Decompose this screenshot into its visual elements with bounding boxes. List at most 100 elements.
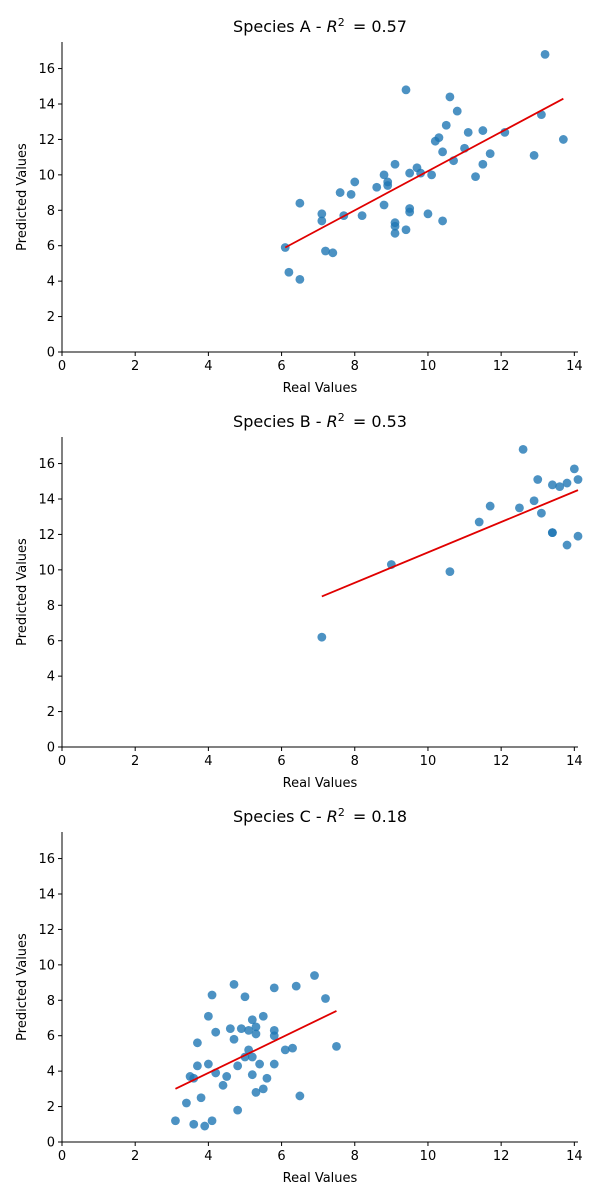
y-tick-label: 2: [47, 705, 55, 720]
data-point: [427, 170, 437, 180]
data-point: [558, 135, 568, 144]
y-tick-label: 8: [47, 204, 55, 219]
data-point: [438, 216, 447, 226]
r2-exponent: 2: [338, 16, 345, 29]
data-point: [452, 106, 462, 116]
x-tick-label: 6: [277, 754, 285, 769]
subplot-2: Species B - R2 = 0.530 2 4 6 8 10 12 1402468101…: [15, 411, 583, 792]
y-tick-label: 4: [47, 275, 55, 290]
data-point: [562, 540, 572, 550]
y-tick-label: 2: [47, 1100, 55, 1115]
data-point: [405, 168, 415, 178]
data-point: [258, 1084, 268, 1094]
y-tick-label: 6: [47, 1029, 55, 1044]
data-point: [262, 1073, 272, 1083]
data-point: [247, 1015, 257, 1025]
data-point: [251, 1029, 261, 1039]
data-point: [229, 979, 239, 989]
data-point: [471, 172, 480, 182]
data-point: [225, 1024, 235, 1034]
y-tick-label: 8: [47, 994, 55, 1009]
y-tick-label: 0: [47, 346, 55, 361]
chart-title: Species C - R2 = 0.18: [233, 806, 407, 827]
y-tick-label: 4: [47, 1065, 55, 1080]
y-tick-label: 10: [38, 563, 55, 578]
data-point: [218, 1080, 228, 1090]
subplot-1: Species A - R2 = 0.570 2 4 6 8 10 12 1402468101…: [15, 16, 583, 397]
y-tick-label: 10: [38, 168, 55, 183]
x-tick-label: 10: [420, 754, 437, 769]
data-point: [207, 990, 217, 1000]
data-point: [236, 1024, 246, 1034]
data-point: [540, 50, 550, 59]
chart-title: Species A - R2 = 0.57: [233, 16, 407, 37]
data-point: [255, 1059, 265, 1069]
subplot-3: Species C - R2 = 0.180 2 4 6 8 10 12 1402468101…: [15, 806, 583, 1187]
y-tick-label: 12: [38, 133, 55, 148]
data-point: [189, 1119, 199, 1129]
data-point: [258, 1011, 268, 1021]
y-axis-label: Predicted Values: [15, 933, 30, 1041]
data-point: [438, 147, 447, 157]
regression-line: [284, 97, 564, 249]
data-point: [555, 482, 565, 491]
x-tick-label: 2: [131, 359, 139, 374]
data-point: [317, 216, 327, 226]
chart-title-text: Species B -: [233, 412, 327, 431]
x-tick-label: 2: [131, 754, 139, 769]
x-tick-label: 0: [58, 359, 66, 374]
y-tick-label: 0: [47, 1136, 55, 1151]
data-point: [295, 198, 305, 208]
y-tick-label: 8: [47, 599, 55, 614]
data-point: [346, 189, 356, 199]
data-point: [321, 994, 330, 1003]
data-point: [423, 209, 433, 219]
x-tick-label: 10: [420, 359, 437, 374]
data-point: [288, 1043, 297, 1053]
data-point: [529, 150, 539, 160]
data-point: [182, 1098, 191, 1108]
data-point: [317, 209, 327, 219]
y-tick-label: 16: [38, 62, 55, 77]
x-tick-label: 10: [420, 1149, 437, 1164]
data-point: [310, 971, 319, 980]
x-tick-label: 12: [493, 359, 510, 374]
x-tick-label: 0: [58, 1149, 66, 1164]
data-point: [390, 228, 400, 238]
x-tick-label: 6: [277, 1149, 285, 1164]
data-point: [401, 85, 411, 95]
y-tick-label: 14: [38, 493, 55, 508]
r2-exponent: 2: [338, 806, 345, 819]
data-point: [291, 981, 301, 991]
x-axis-label: Real Values: [283, 776, 358, 791]
data-point: [379, 200, 389, 210]
data-point: [434, 133, 444, 143]
data-point: [233, 1061, 243, 1071]
y-tick-label: 16: [38, 852, 55, 867]
chart-title-text: Species C -: [233, 807, 327, 826]
x-tick-label: 12: [493, 754, 510, 769]
x-tick-label: 4: [204, 754, 212, 769]
data-point: [537, 508, 546, 518]
y-axis-label: Predicted Values: [15, 538, 30, 646]
data-point: [203, 1011, 213, 1021]
x-tick-label: 4: [204, 359, 212, 374]
data-point: [193, 1061, 202, 1071]
data-point: [515, 503, 524, 513]
data-point: [500, 127, 510, 137]
data-point: [328, 248, 338, 258]
data-point: [390, 159, 400, 169]
data-point: [233, 1105, 243, 1115]
chart-title: Species B - R2 = 0.53: [233, 411, 407, 432]
data-point: [390, 221, 400, 231]
x-tick-label: 14: [566, 1149, 583, 1164]
data-point: [284, 267, 294, 277]
data-point: [335, 188, 345, 197]
y-tick-label: 16: [38, 457, 55, 472]
data-point: [295, 274, 305, 284]
regression-line: [321, 489, 579, 598]
data-point: [485, 501, 495, 511]
y-tick-label: 0: [47, 741, 55, 756]
data-point: [518, 445, 528, 454]
